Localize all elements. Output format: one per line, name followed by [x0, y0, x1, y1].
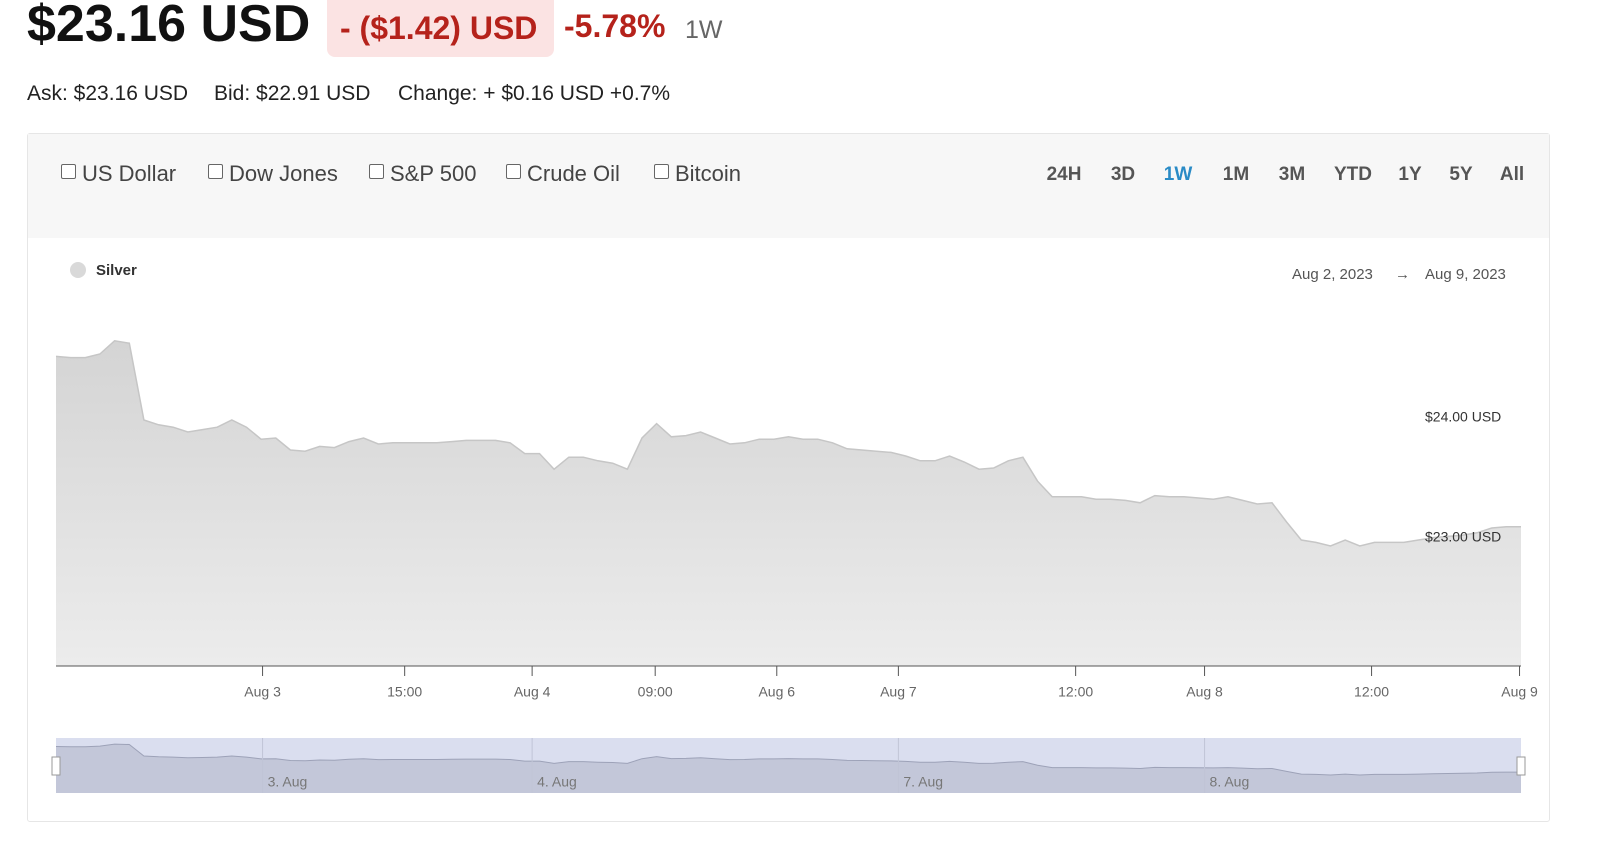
price: $23.16 USD — [27, 0, 311, 53]
x-tick-label: 15:00 — [387, 684, 422, 700]
range-button[interactable]: 5Y — [1449, 164, 1473, 185]
x-tick-label: Aug 8 — [1186, 684, 1223, 700]
checkbox-label: US Dollar — [82, 161, 177, 186]
navigator-line — [55, 743, 1521, 776]
price-change: - ($1.42) USD — [340, 10, 538, 46]
compare-checkbox[interactable]: Dow Jones — [208, 161, 338, 187]
date-arrow: → — [1395, 266, 1410, 283]
legend-marker — [70, 262, 86, 278]
checkbox[interactable] — [61, 164, 76, 179]
checkbox-label: Dow Jones — [229, 161, 338, 186]
checkbox-label: S&P 500 — [390, 161, 477, 186]
x-tick-label: Aug 4 — [514, 684, 551, 700]
navigator-area — [56, 744, 1521, 793]
checkbox[interactable] — [654, 164, 669, 179]
range-button[interactable]: 1Y — [1398, 164, 1422, 185]
chart-panel — [27, 133, 1550, 822]
x-tick-label: 12:00 — [1058, 684, 1093, 700]
x-tick-label: Aug 9 — [1501, 684, 1538, 700]
checkbox[interactable] — [208, 164, 223, 179]
x-tick-label: Aug 7 — [880, 684, 917, 700]
bid: Bid: $22.91 USD — [214, 82, 371, 105]
checkbox[interactable] — [369, 164, 384, 179]
date-from: Aug 2, 2023 — [1292, 266, 1373, 283]
navigator-label: 7. Aug — [903, 774, 943, 790]
range-button[interactable]: All — [1499, 164, 1525, 185]
x-tick-label: 09:00 — [638, 684, 673, 700]
y-tick-label: $24.00 USD — [1425, 408, 1501, 424]
checkbox[interactable] — [506, 164, 521, 179]
compare-checkbox[interactable]: S&P 500 — [369, 161, 476, 187]
range-button[interactable]: 1W — [1163, 164, 1193, 185]
y-tick-label: $23.00 USD — [1425, 528, 1501, 544]
compare-checkbox[interactable]: Bitcoin — [654, 161, 741, 187]
period: 1W — [685, 16, 723, 44]
range-button[interactable]: 3M — [1278, 164, 1306, 185]
navigator-handle[interactable] — [51, 756, 61, 776]
x-tick-label: 12:00 — [1354, 684, 1389, 700]
navigator-label: 8. Aug — [1210, 774, 1250, 790]
area — [56, 340, 1521, 666]
compare-checkbox[interactable]: Crude Oil — [506, 161, 620, 187]
compare-checkbox[interactable]: US Dollar — [61, 161, 176, 187]
percent-change: -5.78% — [564, 8, 666, 44]
range-button[interactable]: 24H — [1046, 164, 1082, 185]
toolbar — [28, 134, 1549, 238]
x-tick-label: Aug 3 — [244, 684, 281, 700]
checkbox-label: Bitcoin — [675, 161, 742, 186]
x-tick-label: Aug 6 — [758, 684, 795, 700]
navigator-label: 4. Aug — [537, 774, 577, 790]
ask: Ask: $23.16 USD — [27, 82, 189, 105]
checkbox-label: Crude Oil — [527, 161, 620, 186]
navigator-label: 3. Aug — [268, 774, 308, 790]
quote-change: Change: + $0.16 USD +0.7% — [398, 82, 671, 105]
line — [55, 340, 1521, 547]
date-to: Aug 9, 2023 — [1425, 266, 1506, 283]
navigator-handle[interactable] — [1516, 756, 1526, 776]
change-badge — [327, 0, 554, 57]
range-button[interactable]: 3D — [1110, 164, 1136, 185]
range-button[interactable]: 1M — [1222, 164, 1250, 185]
range-button[interactable]: YTD — [1334, 164, 1372, 185]
legend-label: Silver — [96, 262, 137, 279]
